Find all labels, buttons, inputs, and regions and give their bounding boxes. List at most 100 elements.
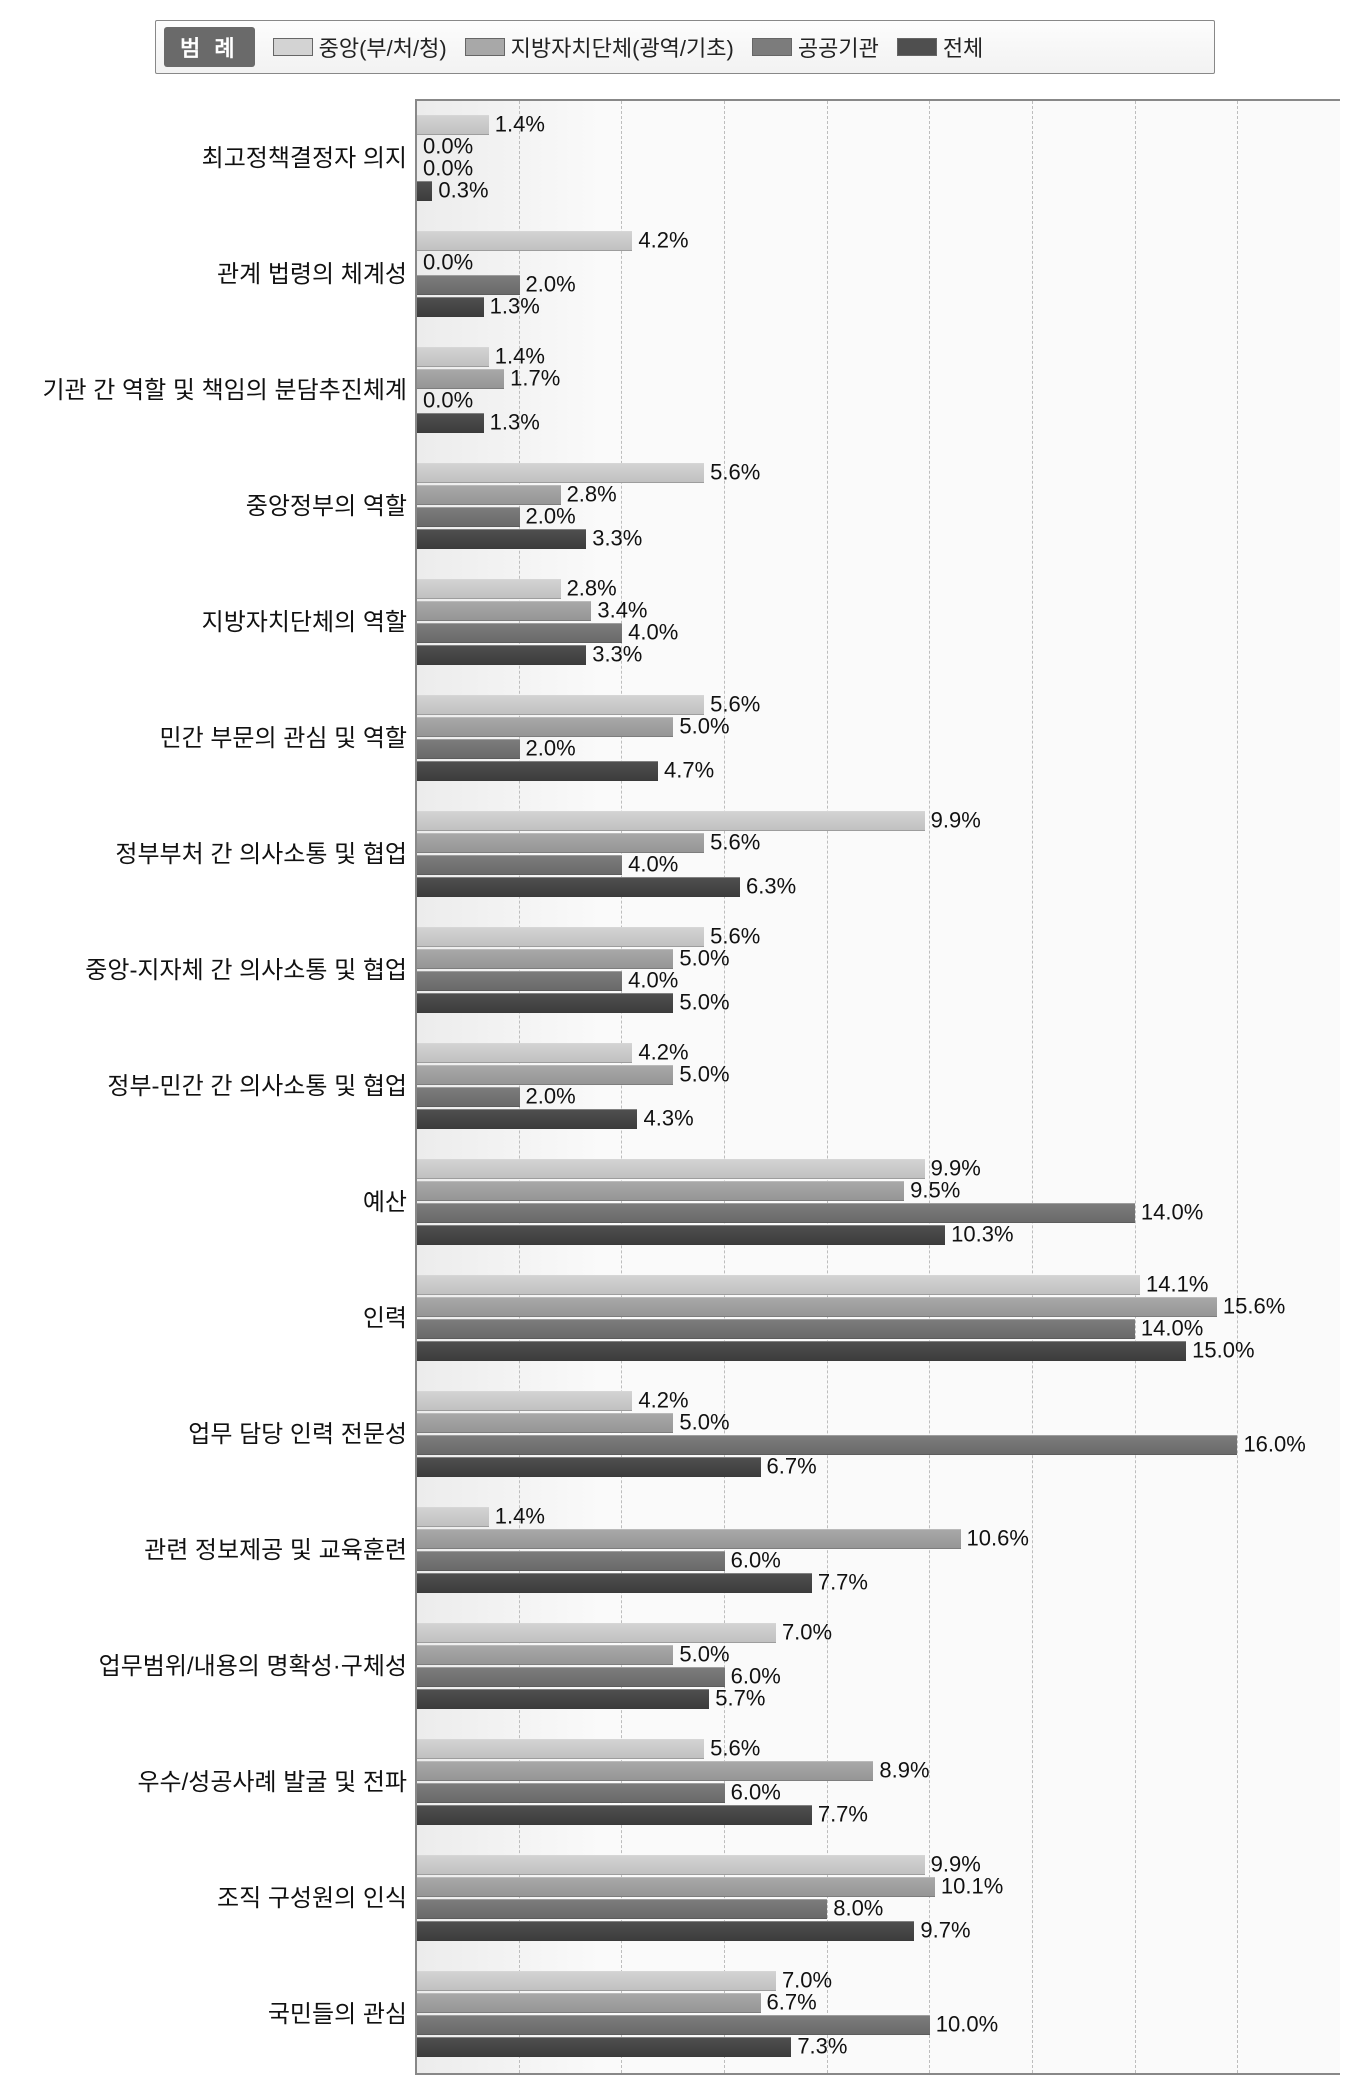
chart: 최고정책결정자 의지1.4%0.0%0.0%0.3%관계 법령의 체계성4.2%… xyxy=(30,99,1340,2075)
bar-row: 9.9% xyxy=(417,1855,1340,1875)
value-label: 4.2% xyxy=(638,227,688,253)
legend-swatch xyxy=(465,38,505,56)
plot-area: 최고정책결정자 의지1.4%0.0%0.0%0.3%관계 법령의 체계성4.2%… xyxy=(415,99,1340,2075)
bar-row: 5.7% xyxy=(417,1689,1340,1709)
bar xyxy=(417,275,520,295)
category-label: 관련 정보제공 및 교육훈련 xyxy=(32,1536,417,1566)
bar xyxy=(417,717,673,737)
bar-row: 3.3% xyxy=(417,645,1340,665)
bar-row: 7.0% xyxy=(417,1623,1340,1643)
bar-row: 2.8% xyxy=(417,579,1340,599)
bar-row: 5.6% xyxy=(417,927,1340,947)
bar-row: 15.0% xyxy=(417,1341,1340,1361)
value-label: 5.0% xyxy=(679,945,729,971)
bar-row: 14.0% xyxy=(417,1319,1340,1339)
bar-row: 14.0% xyxy=(417,1203,1340,1223)
value-label: 5.0% xyxy=(679,1061,729,1087)
bar-row: 6.0% xyxy=(417,1551,1340,1571)
value-label: 4.0% xyxy=(628,851,678,877)
category-group: 업무범위/내용의 명확성·구체성7.0%5.0%6.0%5.7% xyxy=(417,1609,1340,1725)
value-label: 1.3% xyxy=(490,409,540,435)
bar-row: 6.7% xyxy=(417,1993,1340,2013)
category-label: 기관 간 역할 및 책임의 분담추진체계 xyxy=(32,376,417,406)
value-label: 5.6% xyxy=(710,1735,760,1761)
legend-label: 지방자치단체(광역/기초) xyxy=(511,31,734,63)
bar xyxy=(417,2037,791,2057)
bar-row: 4.0% xyxy=(417,855,1340,875)
bar-row: 14.1% xyxy=(417,1275,1340,1295)
bar-row: 5.0% xyxy=(417,717,1340,737)
bar xyxy=(417,1109,637,1129)
category-group: 최고정책결정자 의지1.4%0.0%0.0%0.3% xyxy=(417,101,1340,217)
bar-row: 5.6% xyxy=(417,833,1340,853)
bar-row: 0.0% xyxy=(417,137,1340,157)
category-group: 관련 정보제공 및 교육훈련1.4%10.6%6.0%7.7% xyxy=(417,1493,1340,1609)
bar-row: 2.0% xyxy=(417,1087,1340,1107)
bar xyxy=(417,115,489,135)
bar-row: 10.3% xyxy=(417,1225,1340,1245)
bar xyxy=(417,413,484,433)
bar-row: 5.6% xyxy=(417,1739,1340,1759)
category-group: 관계 법령의 체계성4.2%0.0%2.0%1.3% xyxy=(417,217,1340,333)
category-label: 인력 xyxy=(32,1304,417,1334)
bar-row: 1.3% xyxy=(417,297,1340,317)
bar xyxy=(417,623,622,643)
bar xyxy=(417,1087,520,1107)
legend-item: 공공기관 xyxy=(752,31,879,63)
value-label: 4.7% xyxy=(664,757,714,783)
value-label: 4.3% xyxy=(643,1105,693,1131)
bar-row: 1.3% xyxy=(417,413,1340,433)
bar-row: 2.0% xyxy=(417,739,1340,759)
category-group: 기관 간 역할 및 책임의 분담추진체계1.4%1.7%0.0%1.3% xyxy=(417,333,1340,449)
category-label: 지방자치단체의 역할 xyxy=(32,608,417,638)
category-group: 우수/성공사례 발굴 및 전파5.6%8.9%6.0%7.7% xyxy=(417,1725,1340,1841)
bar xyxy=(417,1783,725,1803)
bar xyxy=(417,1761,873,1781)
category-label: 관계 법령의 체계성 xyxy=(32,260,417,290)
value-label: 10.0% xyxy=(936,2011,998,2037)
bar xyxy=(417,927,704,947)
legend-label: 전체 xyxy=(943,31,983,63)
bar-row: 7.7% xyxy=(417,1805,1340,1825)
value-label: 6.3% xyxy=(746,873,796,899)
category-label: 업무 담당 인력 전문성 xyxy=(32,1420,417,1450)
value-label: 10.3% xyxy=(951,1221,1013,1247)
bar-row: 4.0% xyxy=(417,623,1340,643)
bar xyxy=(417,1805,812,1825)
bar-row: 2.8% xyxy=(417,485,1340,505)
legend-label: 공공기관 xyxy=(798,31,879,63)
category-label: 국민들의 관심 xyxy=(32,2000,417,2030)
bar-row: 4.2% xyxy=(417,1391,1340,1411)
value-label: 15.6% xyxy=(1223,1293,1285,1319)
bar xyxy=(417,1645,673,1665)
bar-row: 6.3% xyxy=(417,877,1340,897)
bar-row: 5.0% xyxy=(417,949,1340,969)
bar xyxy=(417,1065,673,1085)
bar xyxy=(417,1457,761,1477)
value-label: 2.0% xyxy=(526,1083,576,1109)
bar xyxy=(417,1181,904,1201)
value-label: 5.6% xyxy=(710,459,760,485)
bar-row: 6.0% xyxy=(417,1783,1340,1803)
legend-label: 중앙(부/처/청) xyxy=(319,31,447,63)
bar xyxy=(417,1319,1135,1339)
bar xyxy=(417,231,632,251)
value-label: 5.0% xyxy=(679,989,729,1015)
bar xyxy=(417,347,489,367)
bar xyxy=(417,949,673,969)
category-label: 정부-민간 간 의사소통 및 협업 xyxy=(32,1072,417,1102)
bar xyxy=(417,1739,704,1759)
bar xyxy=(417,1391,632,1411)
bar-row: 3.3% xyxy=(417,529,1340,549)
value-label: 1.4% xyxy=(495,111,545,137)
bar-row: 4.2% xyxy=(417,231,1340,251)
value-label: 6.0% xyxy=(731,1779,781,1805)
bar-row: 4.3% xyxy=(417,1109,1340,1129)
bar xyxy=(417,761,658,781)
value-label: 6.7% xyxy=(767,1453,817,1479)
value-label: 10.6% xyxy=(967,1525,1029,1551)
value-label: 15.0% xyxy=(1192,1337,1254,1363)
bar-row: 5.6% xyxy=(417,463,1340,483)
bar xyxy=(417,877,740,897)
bar xyxy=(417,1413,673,1433)
